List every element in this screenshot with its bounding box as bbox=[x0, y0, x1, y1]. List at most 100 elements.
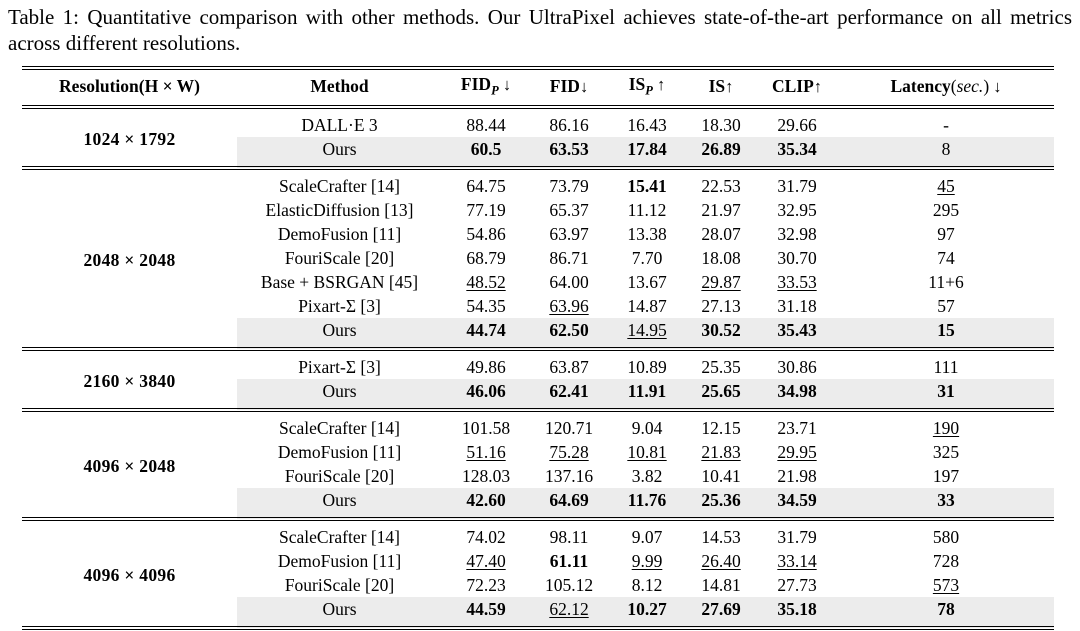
column-header-label: IS bbox=[708, 75, 726, 96]
metric-cell: 21.97 bbox=[701, 199, 741, 220]
method-row: FouriScale [20] 68.79 86.71 7.70 18.08 30.70 7… bbox=[22, 246, 1054, 270]
method-row: DemoFusion [11] 47.40 61.11 9.99 26.40 33.14 7… bbox=[22, 549, 1054, 573]
metric-cell: 63.96 bbox=[549, 295, 589, 316]
column-header: Resolution(H × W) bbox=[22, 68, 237, 107]
column-header-unit: (sec.) bbox=[950, 75, 990, 96]
table-header-row: Resolution(H × W) Method FIDP ↓ FID↓ ISP ↑ IS… bbox=[22, 68, 1054, 107]
resolution-cell: 4096 × 2048 bbox=[83, 456, 176, 476]
method-cell: FouriScale [20] bbox=[284, 574, 395, 595]
metric-cell: 63.87 bbox=[549, 356, 589, 377]
column-header: CLIP↑ bbox=[756, 68, 838, 107]
metric-cell: 54.86 bbox=[466, 223, 506, 244]
metric-cell: 21.98 bbox=[777, 465, 817, 486]
metric-cell: 45 bbox=[937, 175, 955, 196]
metric-cell: 11.12 bbox=[627, 199, 667, 220]
method-cell: DemoFusion [11] bbox=[277, 223, 402, 244]
metric-cell: 44.74 bbox=[442, 317, 530, 349]
metric-cell: 17.84 bbox=[608, 136, 686, 168]
metric-cell: 9.99 bbox=[631, 550, 663, 571]
resolution-cell: 4096 × 4096 bbox=[83, 565, 176, 585]
metric-cell: 120.71 bbox=[544, 417, 594, 438]
ours-row: Ours 46.06 62.41 11.91 25.65 34.98 31 bbox=[22, 378, 1054, 410]
column-header-label: Latency bbox=[890, 75, 951, 96]
metric-cell: 111 bbox=[933, 356, 959, 377]
metric-cell: 26.89 bbox=[686, 136, 756, 168]
metric-cell: 21.83 bbox=[701, 441, 741, 462]
column-header: ISP ↑ bbox=[608, 68, 686, 107]
method-cell: ScaleCrafter [14] bbox=[279, 175, 400, 196]
column-header: Latency(sec.) ↓ bbox=[838, 68, 1054, 107]
method-cell: DemoFusion [11] bbox=[277, 441, 402, 462]
metric-cell: 54.35 bbox=[466, 295, 506, 316]
method-cell: ScaleCrafter [14] bbox=[279, 526, 400, 547]
metric-cell: 35.43 bbox=[756, 317, 838, 349]
resolution-group: 2160 × 3840 Pixart-Σ [3] 49.86 63.87 10.89 25… bbox=[22, 349, 1054, 410]
metric-cell: 62.41 bbox=[530, 378, 608, 410]
metric-cell: 77.19 bbox=[466, 199, 506, 220]
metric-cell: 11.91 bbox=[608, 378, 686, 410]
column-header: IS↑ bbox=[686, 68, 756, 107]
metric-cell: 14.53 bbox=[701, 526, 741, 547]
metric-cell: 98.11 bbox=[549, 526, 589, 547]
method-cell: Pixart-Σ [3] bbox=[298, 295, 381, 316]
metric-cell: 74 bbox=[937, 247, 955, 268]
metric-cell: 11+6 bbox=[928, 271, 964, 292]
metric-cell: 190 bbox=[932, 417, 960, 438]
metric-cell: 47.40 bbox=[466, 550, 506, 571]
metric-cell: 10.89 bbox=[627, 356, 667, 377]
column-header-label: FID bbox=[460, 74, 492, 94]
metric-cell: 27.73 bbox=[777, 574, 817, 595]
method-row: 2048 × 2048 ScaleCrafter [14] 64.75 73.79 15… bbox=[22, 168, 1054, 271]
method-row: Base + BSRGAN [45] 48.52 64.00 13.67 29.87 33… bbox=[22, 270, 1054, 294]
resolution-cell: 2160 × 3840 bbox=[83, 371, 176, 391]
metric-cell: 32.98 bbox=[777, 223, 817, 244]
metric-cell: 18.08 bbox=[701, 247, 741, 268]
metric-cell: 10.41 bbox=[701, 465, 741, 486]
metric-cell: 26.40 bbox=[701, 550, 741, 571]
method-cell: Ours bbox=[237, 136, 442, 168]
metric-cell: 15.41 bbox=[627, 175, 667, 196]
resolution-group: 1024 × 1792 DALL·E 3 88.44 86.16 16.43 18.30 2… bbox=[22, 107, 1054, 168]
metric-cell: 72.23 bbox=[466, 574, 506, 595]
metric-cell: 13.38 bbox=[627, 223, 667, 244]
method-cell: ScaleCrafter [14] bbox=[279, 417, 400, 438]
metric-cell: 14.81 bbox=[701, 574, 741, 595]
metric-cell: 7.70 bbox=[631, 247, 663, 268]
ours-row: Ours 44.74 62.50 14.95 30.52 35.43 15 bbox=[22, 317, 1054, 349]
metric-cell: 25.35 bbox=[701, 356, 741, 377]
method-cell: Ours bbox=[237, 596, 442, 628]
metric-cell: 64.75 bbox=[466, 175, 506, 196]
metric-cell: 33.14 bbox=[777, 550, 817, 571]
metric-cell: 31.79 bbox=[777, 175, 817, 196]
metric-cell: 128.03 bbox=[461, 465, 511, 486]
metric-cell: 31.79 bbox=[777, 526, 817, 547]
metric-cell: 74.02 bbox=[466, 526, 506, 547]
column-header-label: IS bbox=[628, 74, 646, 94]
metric-cell: 18.30 bbox=[701, 114, 741, 135]
metric-cell: 31 bbox=[838, 378, 1054, 410]
metric-cell: 42.60 bbox=[442, 487, 530, 519]
metric-cell: 30.70 bbox=[777, 247, 817, 268]
metric-cell: 33 bbox=[838, 487, 1054, 519]
method-row: DemoFusion [11] 51.16 75.28 10.81 21.83 29.95… bbox=[22, 440, 1054, 464]
metric-cell: 49.86 bbox=[466, 356, 506, 377]
metric-cell: 62.12 bbox=[530, 596, 608, 628]
metric-cell: 14.87 bbox=[627, 295, 667, 316]
metric-cell: 63.97 bbox=[549, 223, 589, 244]
metric-cell: 51.16 bbox=[466, 441, 506, 462]
column-header-label: CLIP bbox=[771, 75, 814, 96]
metric-cell: 197 bbox=[932, 465, 960, 486]
metric-cell: 78 bbox=[838, 596, 1054, 628]
resolution-cell: 1024 × 1792 bbox=[83, 129, 176, 149]
resolution-cell: 2048 × 2048 bbox=[83, 250, 176, 270]
metric-cell: 35.18 bbox=[756, 596, 838, 628]
method-row: ElasticDiffusion [13] 77.19 65.37 11.12 21.9… bbox=[22, 198, 1054, 222]
metric-cell: 10.27 bbox=[608, 596, 686, 628]
method-cell: Pixart-Σ [3] bbox=[298, 356, 381, 377]
metric-cell: 75.28 bbox=[549, 441, 589, 462]
resolution-group: 2048 × 2048 ScaleCrafter [14] 64.75 73.79 15… bbox=[22, 168, 1054, 349]
metric-cell: 86.16 bbox=[549, 114, 589, 135]
table-caption: Table 1: Quantitative comparison with ot… bbox=[8, 5, 1072, 55]
resolution-group: 4096 × 2048 ScaleCrafter [14] 101.58 120.71… bbox=[22, 410, 1054, 519]
metric-cell: 30.86 bbox=[777, 356, 817, 377]
